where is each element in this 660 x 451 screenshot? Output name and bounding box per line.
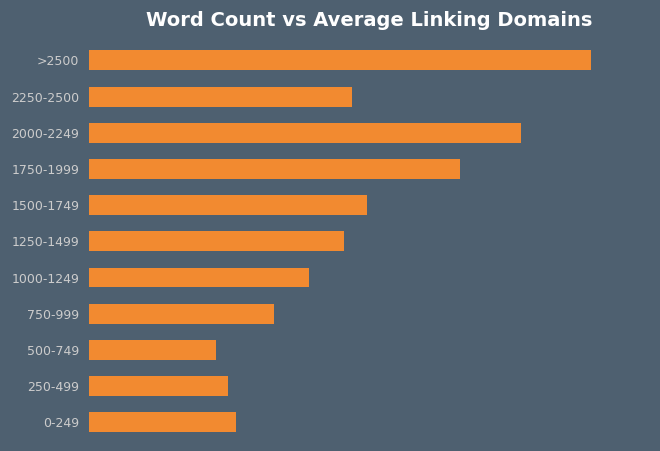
Bar bbox=[89, 159, 459, 179]
Bar bbox=[89, 267, 309, 287]
Bar bbox=[89, 87, 352, 106]
Bar bbox=[89, 195, 367, 215]
Bar bbox=[89, 304, 275, 324]
Bar bbox=[89, 231, 344, 251]
Bar bbox=[89, 51, 591, 70]
Bar bbox=[89, 340, 216, 360]
Bar bbox=[89, 412, 236, 432]
Title: Word Count vs Average Linking Domains: Word Count vs Average Linking Domains bbox=[146, 11, 592, 30]
Bar bbox=[89, 123, 521, 143]
Bar bbox=[89, 376, 228, 396]
